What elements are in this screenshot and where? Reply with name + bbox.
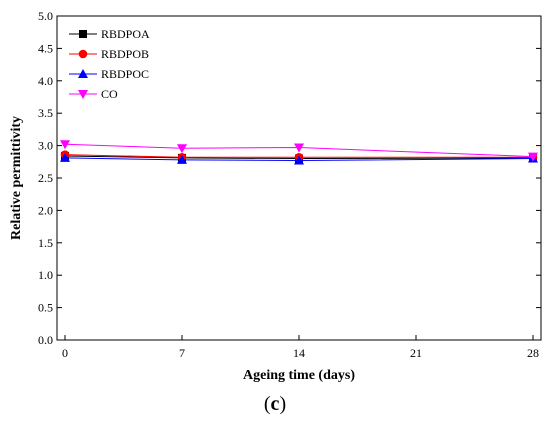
legend-marker-rbdpoc xyxy=(78,69,88,78)
y-tick-label: 4.0 xyxy=(38,74,53,88)
series-line-co xyxy=(64,143,534,158)
y-tick-label: 1.0 xyxy=(38,268,53,282)
legend-label-co: CO xyxy=(101,87,118,101)
y-tick-label: 2.5 xyxy=(38,171,53,185)
y-tick-label: 2.0 xyxy=(38,203,53,217)
x-tick-label: 0 xyxy=(62,346,68,360)
series-line-rbdpoa xyxy=(64,155,534,160)
panel-label-suffix: ) xyxy=(279,393,287,415)
data-point-co xyxy=(177,144,187,154)
x-axis-title: Ageing time (days) xyxy=(243,368,355,383)
legend-marker-rbdpob xyxy=(78,49,88,59)
data-point-co xyxy=(60,140,70,150)
x-axis: 0 7 14 21 28 xyxy=(62,335,539,360)
series-line-rbdpob xyxy=(64,154,533,158)
legend-label-rbdpoa: RBDPOA xyxy=(101,27,150,41)
y-tick-label: 3.5 xyxy=(38,106,53,120)
chart: 0.0 0.5 1.0 1.5 2.0 2.5 3.0 3.5 4.0 4.5 5.0 0 7 14 21… xyxy=(9,9,542,383)
legend: RBDPOA RBDPOB RBDPOC CO xyxy=(69,27,150,101)
y-tick-label: 5.0 xyxy=(38,9,53,23)
y-tick-label: 0.5 xyxy=(38,301,53,315)
data-point-co xyxy=(294,143,304,153)
legend-marker-co xyxy=(78,90,88,99)
legend-label-rbdpoc: RBDPOC xyxy=(101,67,149,81)
panel-label-letter: c xyxy=(270,393,280,415)
panel-label: (c) xyxy=(0,393,550,416)
data-point-rbdpoc xyxy=(60,152,70,162)
y-axis-title: Relative permittivity xyxy=(9,116,24,240)
x-tick-label: 21 xyxy=(410,346,422,360)
plot-frame xyxy=(56,15,542,341)
y-tick-label: 1.5 xyxy=(38,236,53,250)
x-tick-label: 7 xyxy=(179,346,185,360)
x-tick-label: 14 xyxy=(293,346,305,360)
data-point-rbdpoc xyxy=(294,155,304,165)
panel-label-prefix: ( xyxy=(263,393,271,415)
x-tick-label: 28 xyxy=(527,346,539,360)
y-tick-label: 0.0 xyxy=(38,333,53,347)
y-axis: 0.0 0.5 1.0 1.5 2.0 2.5 3.0 3.5 4.0 4.5 5.0 xyxy=(38,9,541,347)
y-tick-label: 3.0 xyxy=(38,139,53,153)
y-tick-label: 4.5 xyxy=(38,41,53,55)
legend-label-rbdpob: RBDPOB xyxy=(101,47,149,61)
data-point-co xyxy=(528,152,538,162)
series-layer xyxy=(60,140,538,165)
series-line-rbdpoc xyxy=(64,157,534,162)
legend-marker-rbdpoa xyxy=(79,30,87,38)
data-point-rbdpoc xyxy=(177,154,187,164)
